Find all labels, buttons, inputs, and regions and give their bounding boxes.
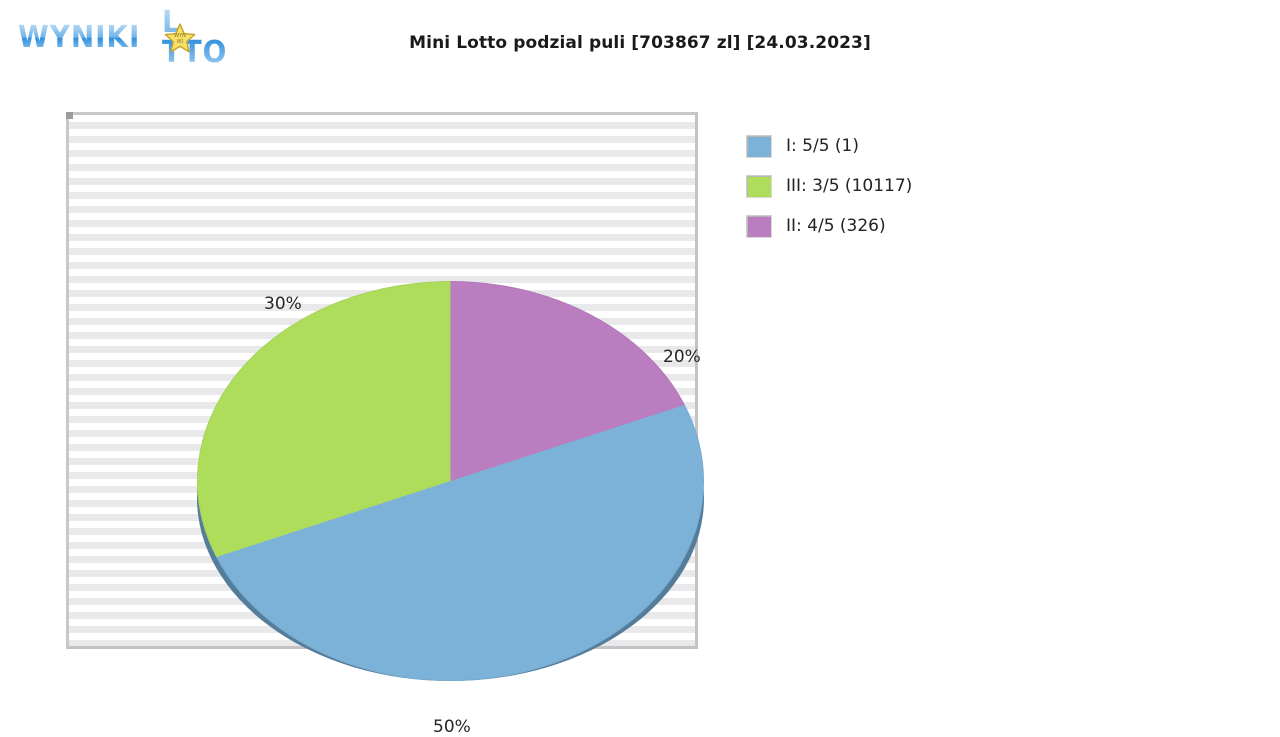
pie-chart[interactable] (197, 281, 704, 711)
legend-swatch-icon (746, 214, 772, 238)
slice-label-purple: 20% (663, 347, 701, 367)
legend-item[interactable]: III: 3/5 (10117) (746, 166, 1026, 206)
chart-plot-area: 30% 20% 50% (66, 112, 704, 737)
legend-swatch-icon (746, 134, 772, 158)
logo-word-lotto: L TTO (162, 8, 242, 68)
plot-corner-marker (66, 112, 73, 119)
chart-legend: I: 5/5 (1) III: 3/5 (10117) II: 4/5 (326… (746, 126, 1026, 246)
legend-item-label: I: 5/5 (1) (786, 136, 859, 156)
legend-swatch-icon (746, 174, 772, 198)
svg-text:WYN: WYN (174, 33, 186, 39)
slice-label-green: 30% (264, 294, 302, 314)
pie-slices[interactable] (197, 281, 704, 681)
legend-item-label: III: 3/5 (10117) (786, 176, 913, 196)
page-title: Mini Lotto podzial puli [703867 zl] [24.… (409, 33, 871, 53)
legend-item-label: II: 4/5 (326) (786, 216, 886, 236)
site-logo[interactable]: WYNIKI L TTO WYN IKI (18, 8, 248, 68)
star-icon: WYN IKI (164, 22, 196, 54)
legend-item[interactable]: I: 5/5 (1) (746, 126, 1026, 166)
svg-text:IKI: IKI (177, 39, 183, 45)
slice-label-blue: 50% (433, 717, 471, 737)
logo-word-wyniki: WYNIKI (18, 20, 141, 55)
legend-item[interactable]: II: 4/5 (326) (746, 206, 1026, 246)
